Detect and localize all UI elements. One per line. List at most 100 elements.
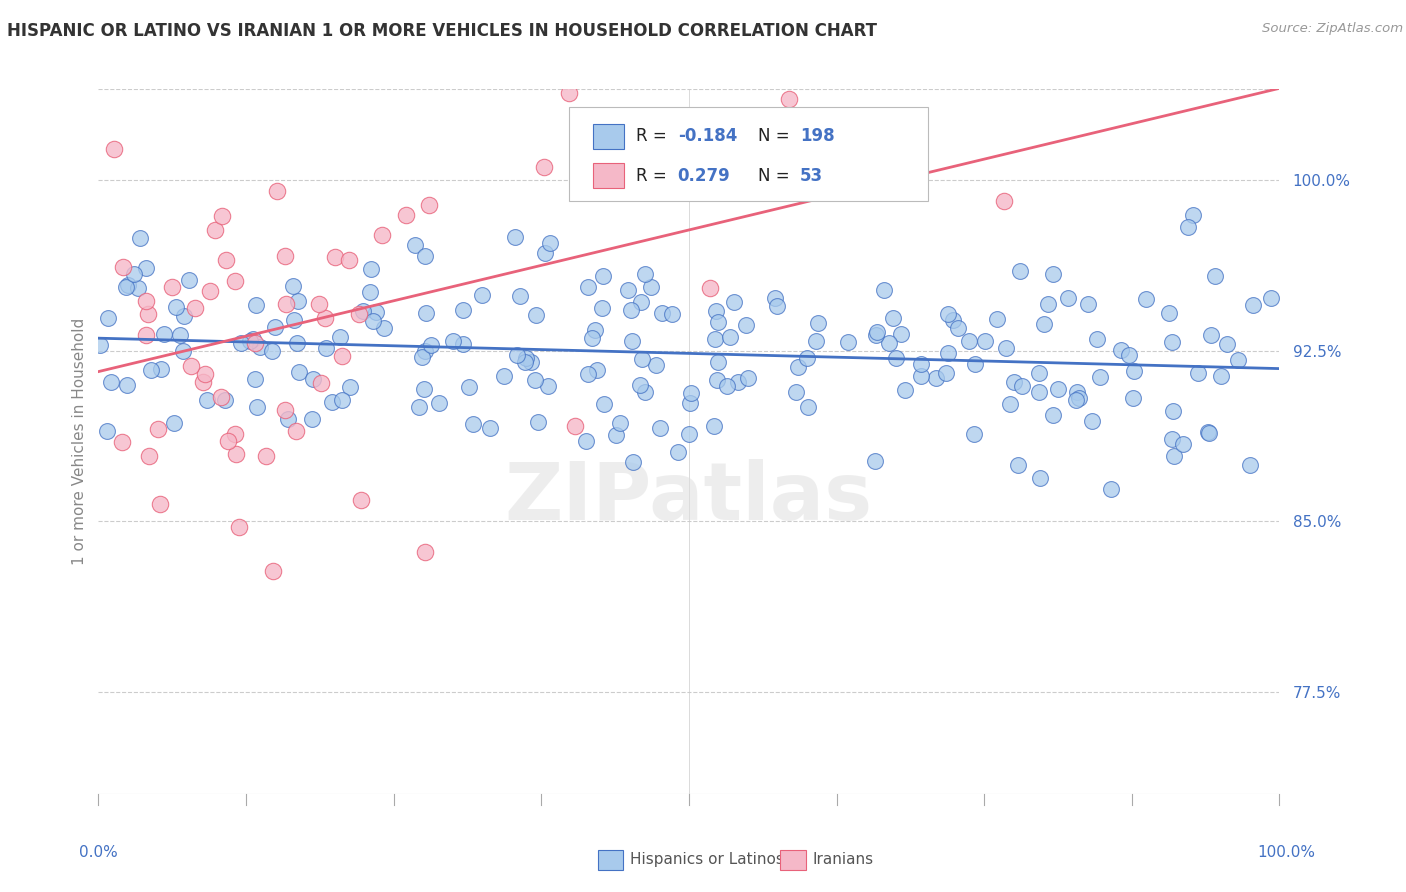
Point	[373, 320, 395, 334]
Point	[634, 267, 657, 281]
Point	[284, 425, 307, 439]
Point	[209, 390, 232, 404]
Point	[277, 411, 299, 425]
Point	[264, 320, 287, 334]
Point	[471, 288, 494, 302]
Point	[339, 380, 361, 394]
Point	[558, 87, 581, 101]
Point	[942, 313, 965, 327]
Text: 0.0%: 0.0%	[79, 846, 118, 860]
Point	[301, 372, 323, 386]
Point	[314, 311, 336, 326]
Point	[1057, 291, 1080, 305]
Point	[1007, 458, 1029, 472]
Point	[837, 334, 859, 349]
Point	[1204, 268, 1226, 283]
Point	[1199, 327, 1222, 342]
Point	[616, 283, 638, 297]
Point	[1069, 391, 1091, 405]
Point	[735, 318, 758, 332]
Point	[578, 367, 600, 381]
Point	[727, 376, 749, 390]
Point	[806, 334, 828, 348]
Point	[538, 235, 561, 250]
Point	[634, 384, 657, 399]
Point	[591, 301, 613, 316]
Point	[925, 370, 948, 384]
Point	[661, 307, 683, 321]
Point	[763, 291, 786, 305]
Text: N =: N =	[758, 167, 794, 185]
Point	[347, 307, 370, 321]
Point	[366, 305, 388, 319]
Point	[301, 412, 323, 426]
Point	[506, 348, 529, 362]
Point	[678, 426, 700, 441]
Point	[564, 418, 586, 433]
Point	[441, 334, 464, 348]
Point	[239, 334, 262, 348]
Point	[153, 327, 176, 342]
Point	[1198, 425, 1220, 440]
Point	[224, 273, 246, 287]
Point	[283, 313, 305, 327]
Point	[330, 349, 353, 363]
Text: 53: 53	[800, 167, 823, 185]
Point	[703, 419, 725, 434]
Point	[723, 295, 745, 310]
Point	[1122, 391, 1144, 405]
Point	[395, 208, 418, 222]
Point	[1135, 292, 1157, 306]
Point	[173, 309, 195, 323]
Point	[103, 142, 125, 156]
Point	[112, 260, 135, 275]
Point	[706, 373, 728, 387]
Point	[666, 445, 689, 459]
Point	[523, 373, 546, 387]
Point	[630, 294, 652, 309]
Point	[948, 320, 970, 334]
Point	[224, 427, 246, 442]
Point	[986, 311, 1008, 326]
Point	[451, 337, 474, 351]
Point	[586, 363, 609, 377]
Point	[651, 306, 673, 320]
Point	[200, 284, 222, 298]
Point	[973, 334, 995, 349]
Point	[285, 336, 308, 351]
Point	[1209, 369, 1232, 384]
Point	[1085, 332, 1108, 346]
Point	[621, 455, 644, 469]
Point	[620, 303, 643, 318]
Point	[706, 315, 728, 329]
Point	[329, 329, 352, 343]
Point	[1081, 414, 1104, 428]
Point	[135, 294, 157, 309]
Point	[359, 285, 381, 300]
Text: 198: 198	[800, 128, 835, 145]
Point	[524, 308, 547, 322]
Point	[276, 297, 298, 311]
Point	[281, 279, 304, 293]
Point	[509, 289, 531, 303]
Point	[744, 138, 766, 153]
Point	[1066, 384, 1088, 399]
Point	[1197, 425, 1219, 439]
Point	[361, 314, 384, 328]
Point	[1066, 392, 1088, 407]
Point	[873, 284, 896, 298]
Point	[993, 194, 1015, 208]
Point	[204, 222, 226, 236]
Point	[863, 454, 886, 468]
Point	[266, 184, 288, 198]
Point	[796, 401, 818, 415]
Point	[136, 307, 159, 321]
Point	[1028, 366, 1050, 380]
Point	[262, 565, 284, 579]
Point	[413, 249, 436, 263]
Point	[640, 280, 662, 294]
Point	[262, 343, 284, 358]
Point	[172, 344, 194, 359]
Point	[1187, 367, 1209, 381]
Point	[249, 340, 271, 354]
